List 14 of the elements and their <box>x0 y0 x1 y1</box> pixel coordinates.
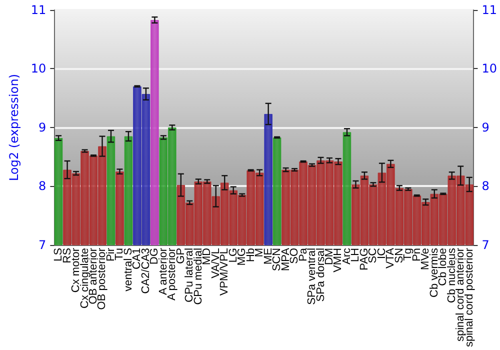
y-tick-label: 8 <box>38 179 46 194</box>
y2-tick-label: 10 <box>482 62 498 76</box>
y2-tick-label: 11 <box>482 3 498 17</box>
x-tick-label: spinal cord posterior <box>463 248 476 348</box>
y-axis-title: Log2 (expression) <box>7 74 21 181</box>
x-tick-label: A posterior <box>166 248 178 301</box>
y-tick-label: 11 <box>30 3 46 17</box>
y2-tick-label: 9 <box>482 120 490 134</box>
y-tick-label: 9 <box>38 120 46 134</box>
y-tick-label: 7 <box>38 238 46 252</box>
y2-tick-label: 8 <box>482 179 490 194</box>
x-tick-label: Tg <box>402 248 414 261</box>
y-tick-label: 10 <box>30 62 46 76</box>
y2-tick-label: 7 <box>482 238 490 252</box>
